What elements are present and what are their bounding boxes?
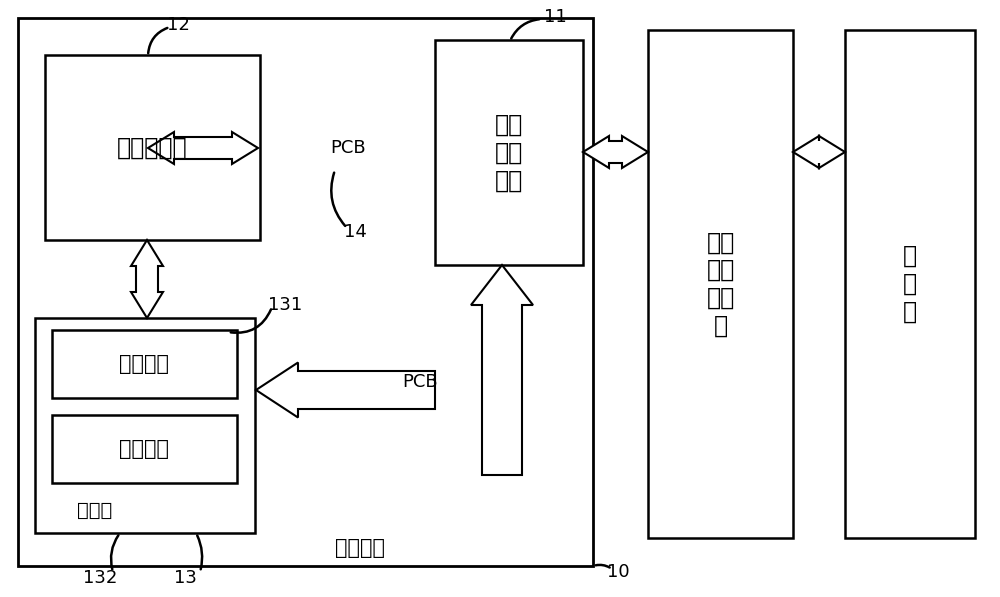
Text: PCB: PCB xyxy=(402,373,438,391)
Text: 电子产品: 电子产品 xyxy=(335,538,385,558)
Polygon shape xyxy=(131,240,163,318)
Text: 数据
传输
接口: 数据 传输 接口 xyxy=(495,113,523,192)
Bar xyxy=(18,18,593,566)
Bar xyxy=(52,415,237,483)
Text: 中央控制器: 中央控制器 xyxy=(117,136,188,159)
Polygon shape xyxy=(583,136,648,168)
Bar xyxy=(648,30,793,538)
Text: 串行
通信
烧录
器: 串行 通信 烧录 器 xyxy=(706,230,735,338)
Bar xyxy=(35,318,255,533)
Polygon shape xyxy=(471,265,533,475)
Bar xyxy=(52,330,237,398)
Text: 主控模块: 主控模块 xyxy=(120,354,170,374)
Text: 12: 12 xyxy=(167,16,189,34)
Bar xyxy=(45,55,260,240)
Text: 存储器: 存储器 xyxy=(77,500,113,519)
Text: 闪存模块: 闪存模块 xyxy=(120,439,170,459)
Text: 11: 11 xyxy=(544,8,566,26)
Text: PCB: PCB xyxy=(330,139,366,157)
Polygon shape xyxy=(256,362,435,417)
Text: 131: 131 xyxy=(268,296,302,314)
Text: 13: 13 xyxy=(174,569,196,587)
Text: 10: 10 xyxy=(607,563,629,581)
Polygon shape xyxy=(148,132,258,164)
Text: 132: 132 xyxy=(83,569,117,587)
Bar xyxy=(435,40,583,265)
Text: 主
机
端: 主 机 端 xyxy=(903,244,917,324)
Polygon shape xyxy=(793,136,845,168)
Bar xyxy=(845,30,975,538)
Text: 14: 14 xyxy=(344,223,366,241)
